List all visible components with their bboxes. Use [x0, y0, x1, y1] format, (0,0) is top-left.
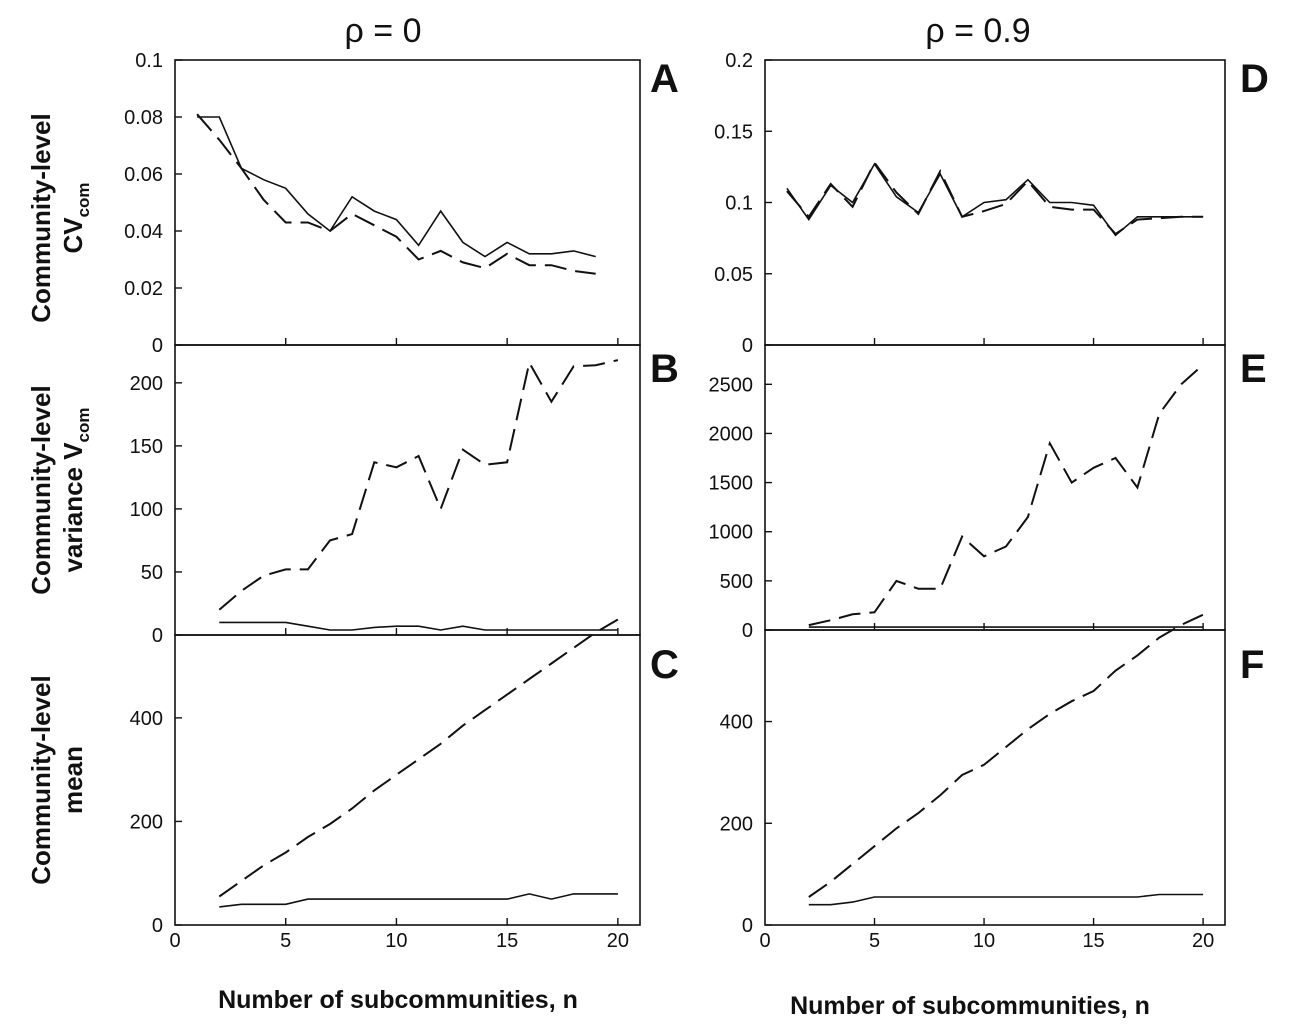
panel-F: 0 200 400 0 5 10 15 20 F: [720, 613, 1264, 952]
ylabel-row3-line2: mean: [58, 746, 88, 814]
panel-F-ytick-label-0: 0: [742, 915, 753, 937]
panel-E-ytick-label-4: 2000: [709, 423, 754, 445]
panel-A-ytick-label-0: 0: [152, 335, 163, 357]
ylabel-row2-sub: com: [74, 407, 93, 442]
panel-E-ytick-label-0: 0: [742, 620, 753, 642]
panel-C-frame: [174, 634, 641, 926]
panel-C-xtick-label-4: 20: [607, 930, 629, 952]
panel-B-ytick-label-3: 150: [130, 436, 163, 458]
panel-D-ytick-label-1: 0.05: [714, 264, 753, 286]
ylabel-row2-line1: Community-level: [26, 385, 56, 595]
panel-C-xtick-label-3: 15: [496, 930, 518, 952]
panel-E-series-dashed: [808, 363, 1204, 627]
panel-B-series-solid: [219, 621, 618, 631]
panel-B-ytick-label-1: 50: [141, 562, 163, 584]
panel-D-ytick-label-0: 0: [742, 335, 753, 357]
ylabel-row3: Community-level mean: [26, 675, 88, 885]
panel-B-frame: [174, 344, 641, 636]
ylabel-row2-main: variance V: [58, 442, 88, 573]
panel-D-frame: [764, 59, 1226, 346]
panel-B-ytick-label-0: 0: [152, 625, 163, 647]
panel-C-ytick-label-2: 400: [130, 708, 163, 730]
panel-letter-A: A: [650, 57, 679, 101]
xlabel-left: Number of subcommunities, n: [218, 986, 578, 1014]
panel-C-xtick-label-2: 10: [385, 930, 407, 952]
panel-C-xtick-label-0: 0: [169, 930, 180, 952]
ylabel-row1-line1: Community-level: [26, 113, 56, 323]
panel-A-ytick-label-1: 0.02: [124, 278, 163, 300]
panel-B: 0 50 100 150 200 B: [130, 344, 679, 647]
ylabel-row1-sub: com: [74, 182, 93, 217]
panel-letter-F: F: [1240, 643, 1264, 687]
panel-A-ytick-label-5: 0.1: [135, 50, 163, 72]
ylabel-row2: Community-level variance Vcom: [26, 385, 93, 595]
panel-C-ytick-label-1: 200: [130, 811, 163, 833]
panel-D-series-solid: [786, 162, 1204, 237]
panel-C-series-dashed: [218, 618, 619, 898]
panel-A-ytick-label-3: 0.06: [124, 164, 163, 186]
panel-E-ytick-label-5: 2500: [709, 374, 754, 396]
panel-F-series-solid: [808, 893, 1204, 906]
col-title-right: ρ = 0.9: [925, 12, 1030, 50]
panel-E-frame: [764, 344, 1226, 631]
panel-C-series-solid: [219, 893, 618, 908]
panel-A-series-dashed: [196, 113, 596, 275]
panel-C-xtick-label-1: 5: [280, 930, 291, 952]
panel-C-ytick-label-0: 0: [152, 915, 163, 937]
panel-A: 0 0.02 0.04 0.06 0.08 0.1 A: [124, 50, 679, 357]
panel-F-ytick-label-1: 200: [720, 813, 753, 835]
panel-D-ytick-label-4: 0.2: [725, 50, 753, 72]
panel-F-xtick-label-4: 20: [1192, 930, 1214, 952]
panel-D-ytick-label-3: 0.15: [714, 121, 753, 143]
panel-A-frame: [174, 59, 641, 346]
panel-B-ytick-label-2: 100: [130, 499, 163, 521]
panel-D-ytick-label-2: 0.1: [725, 193, 753, 215]
ylabel-row1: Community-level CVcom: [26, 113, 93, 323]
panel-E-ytick-label-2: 1000: [709, 522, 754, 544]
panel-F-xtick-label-0: 0: [759, 930, 770, 952]
panel-letter-D: D: [1240, 57, 1269, 101]
panel-B-ytick-label-4: 200: [130, 373, 163, 395]
panel-E: 0 500 1000 1500 2000 2500 E: [709, 344, 1267, 642]
panel-letter-C: C: [650, 643, 679, 687]
ylabel-row1-main: CV: [58, 217, 88, 254]
panel-E-ytick-label-1: 500: [720, 571, 753, 593]
panel-B-series-dashed: [218, 359, 619, 611]
col-title-left: ρ = 0: [345, 12, 422, 50]
panel-F-series-dashed: [808, 613, 1204, 898]
panel-letter-B: B: [650, 347, 679, 391]
ylabel-row3-line1: Community-level: [26, 675, 56, 885]
panel-F-xtick-label-2: 10: [973, 930, 995, 952]
panel-D-series-dashed: [786, 160, 1204, 236]
panel-A-ytick-label-2: 0.04: [124, 221, 163, 243]
panel-A-series-solid: [197, 116, 596, 258]
panel-F-xtick-label-1: 5: [869, 930, 880, 952]
panel-A-ytick-label-4: 0.08: [124, 107, 163, 129]
ylabel-row2-line2: variance Vcom: [58, 407, 93, 572]
panel-C: 0 200 400 0 5 10 15 20 C: [130, 618, 679, 952]
ylabel-row1-line2: CVcom: [58, 182, 93, 253]
panel-F-frame: [764, 629, 1226, 926]
xlabel-right: Number of subcommunities, n: [790, 992, 1150, 1020]
panel-letter-E: E: [1240, 347, 1267, 391]
panel-F-ytick-label-2: 400: [720, 712, 753, 734]
panel-D: 0 0.05 0.1 0.15 0.2 D: [714, 50, 1269, 357]
panel-E-ytick-label-3: 1500: [709, 473, 754, 495]
panel-F-xtick-label-3: 15: [1082, 930, 1104, 952]
